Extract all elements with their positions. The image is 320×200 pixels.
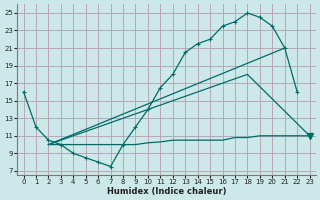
X-axis label: Humidex (Indice chaleur): Humidex (Indice chaleur) [107, 187, 226, 196]
